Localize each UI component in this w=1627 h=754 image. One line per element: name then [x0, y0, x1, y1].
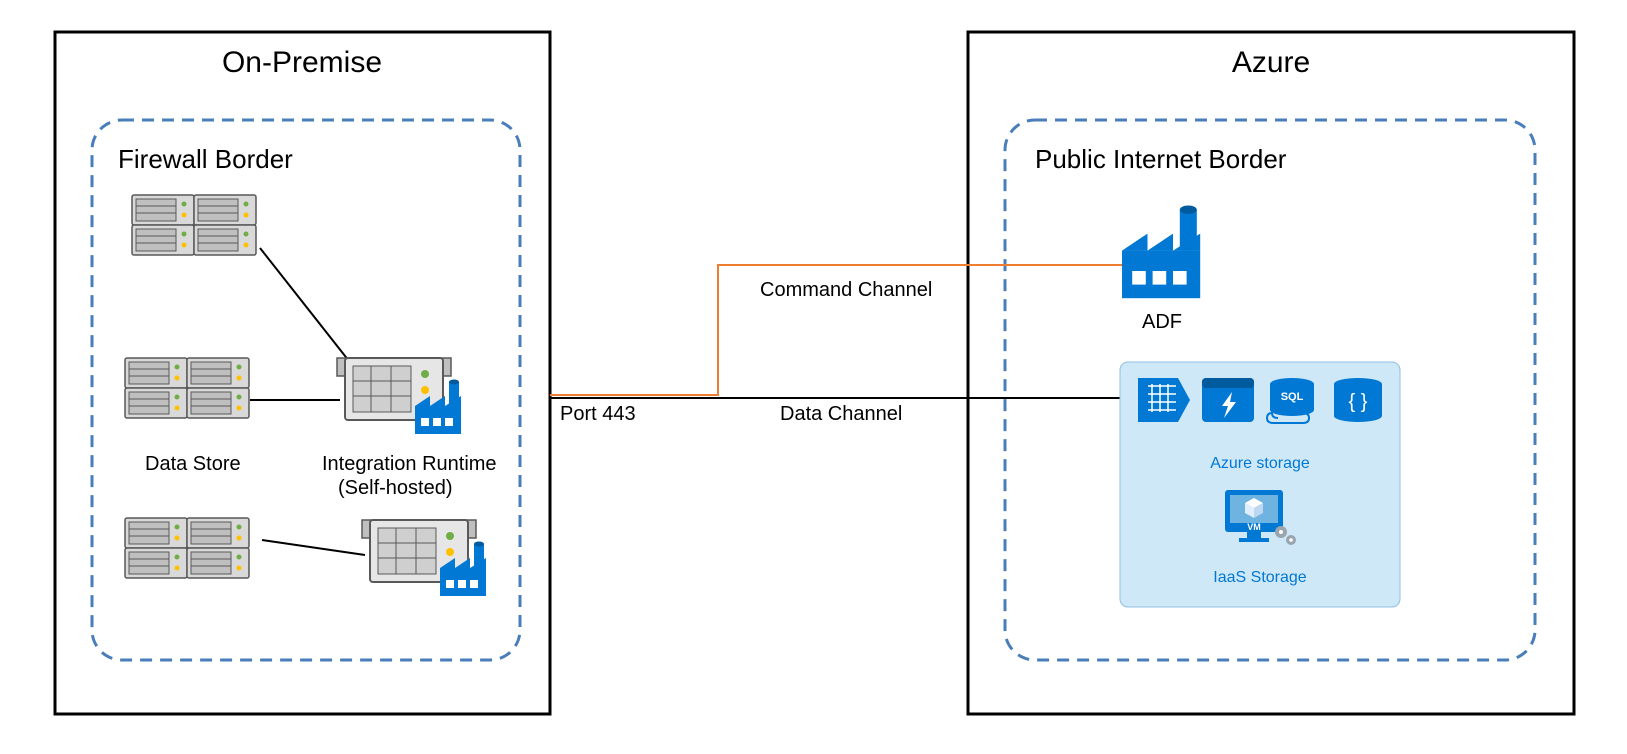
integration-runtime-label-line2: (Self-hosted) [338, 477, 453, 499]
integration-runtime-label-line1: Integration Runtime [322, 453, 497, 475]
on-premise-title: On-Premise [222, 46, 382, 79]
data-store-1-icon [132, 195, 256, 255]
integration-runtime-1-icon [337, 358, 461, 434]
data-store-label: Data Store [145, 453, 241, 475]
data-store-3-connector [262, 540, 365, 555]
port-label: Port 443 [560, 403, 636, 425]
azure-title: Azure [1232, 46, 1310, 79]
data-store-2-icon [125, 358, 249, 418]
azure-service-tile-2-icon [1202, 378, 1254, 422]
data-store-1-connector [260, 248, 360, 375]
public-internet-border-title: Public Internet Border [1035, 144, 1287, 174]
iaas-storage-label: IaaS Storage [1213, 569, 1307, 586]
svg-text:SQL: SQL [1281, 391, 1304, 403]
command-channel-label: Command Channel [760, 279, 932, 301]
data-store-3-icon [125, 518, 249, 578]
azure-service-tile-4-icon: { } [1334, 378, 1382, 422]
data-channel-label: Data Channel [780, 403, 902, 425]
svg-text:{ }: { } [1349, 391, 1368, 413]
integration-runtime-2-icon [362, 520, 486, 596]
adf-icon [1122, 206, 1200, 299]
azure-storage-label: Azure storage [1210, 455, 1310, 472]
adf-label: ADF [1142, 311, 1182, 333]
firewall-border-title: Firewall Border [118, 144, 293, 174]
svg-text:VM: VM [1247, 522, 1261, 532]
